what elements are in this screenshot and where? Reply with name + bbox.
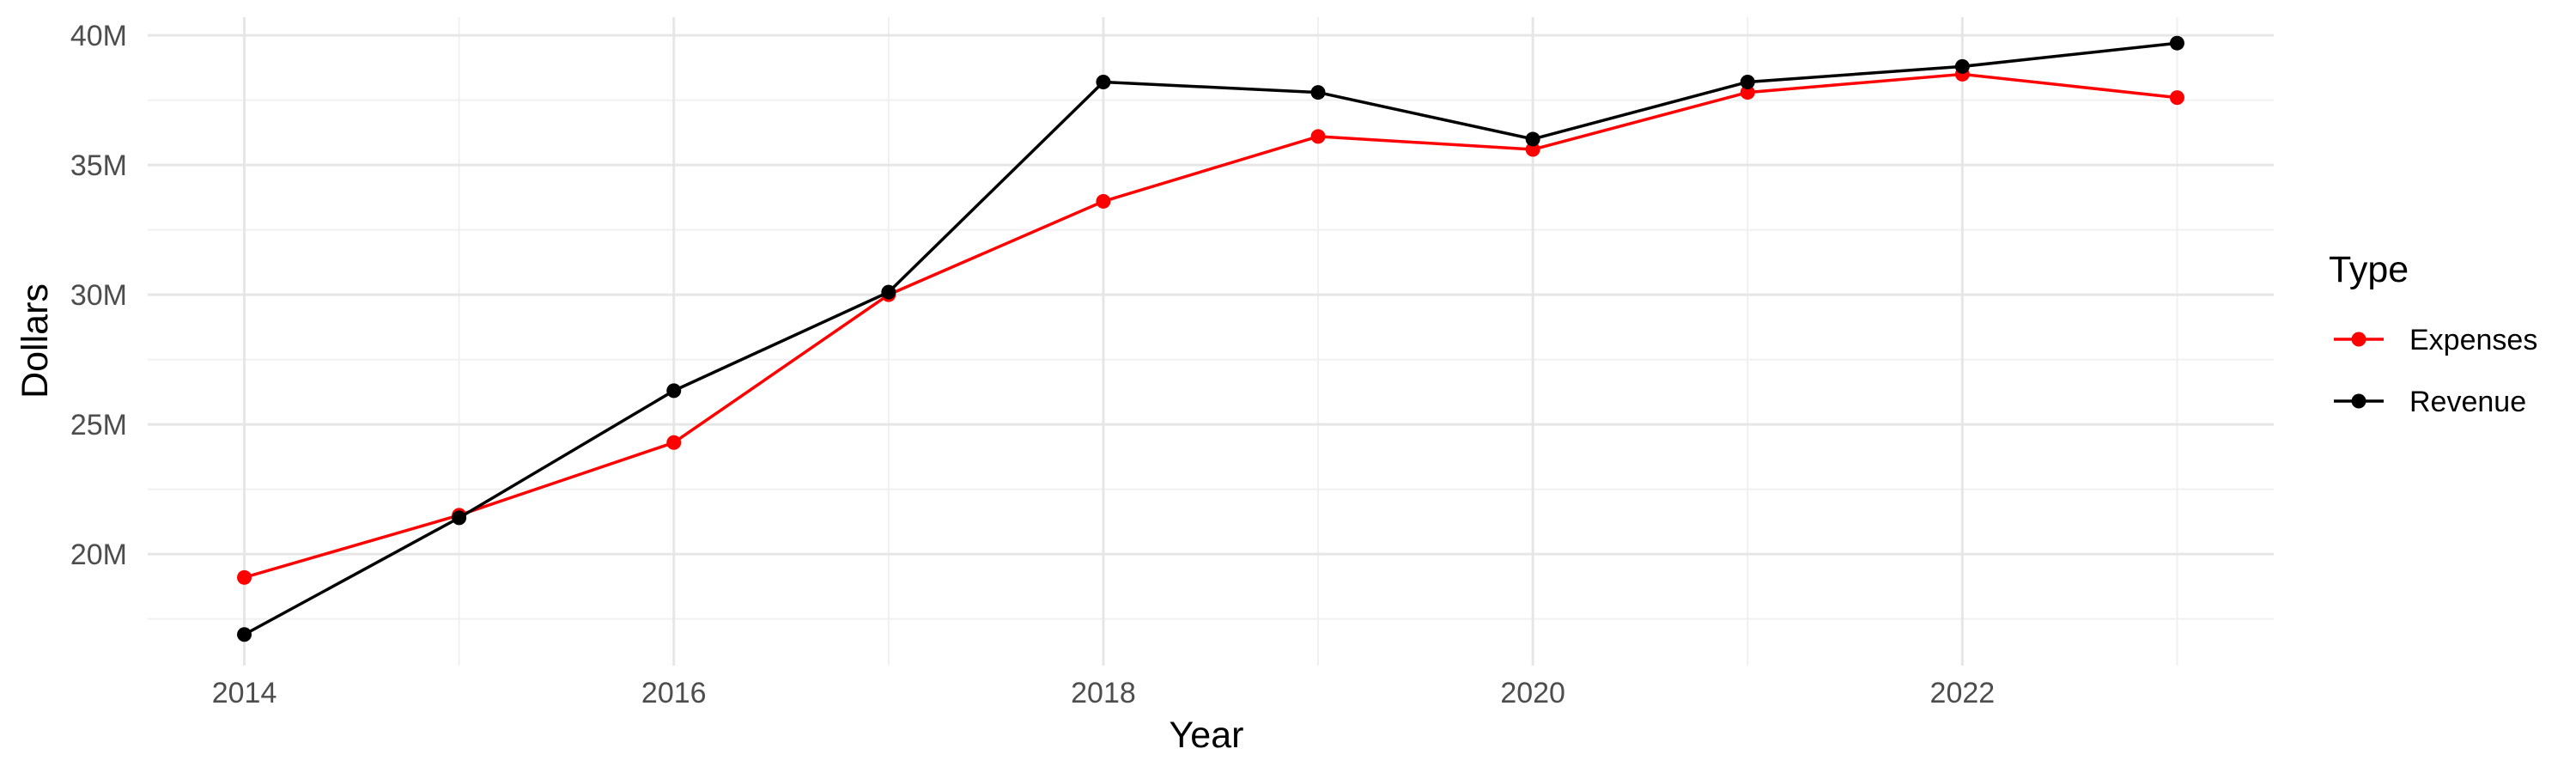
y-tick-label: 35M [70, 149, 127, 182]
data-point-revenue [2169, 35, 2184, 51]
y-tick-label: 40M [70, 20, 127, 52]
data-point-expenses [1740, 85, 1755, 100]
legend-item-revenue: Revenue [2334, 386, 2526, 418]
data-point-revenue [452, 510, 467, 526]
data-point-revenue [666, 383, 682, 399]
data-point-revenue [1740, 75, 1755, 89]
y-axis-title: Dollars [15, 283, 56, 399]
data-point-revenue [1954, 58, 1970, 74]
data-point-expenses [1525, 142, 1540, 157]
series-layer [237, 35, 2184, 642]
data-point-expenses [666, 435, 682, 450]
legend-key-point [2351, 393, 2366, 409]
data-point-expenses [237, 569, 252, 585]
series-line-expenses [244, 72, 2178, 580]
legend-label: Revenue [2409, 386, 2526, 418]
legend-item-expenses: Expenses [2334, 324, 2537, 356]
legend-title: Type [2329, 249, 2409, 290]
data-point-revenue [1310, 85, 1326, 100]
legend-label: Expenses [2409, 324, 2537, 356]
data-point-revenue [1096, 75, 1111, 89]
grid-lines [148, 17, 2274, 666]
data-point-expenses [1096, 193, 1111, 209]
y-tick-label: 25M [70, 409, 127, 441]
y-axis-ticks: 20M 25M 30M 35M 40M [70, 20, 127, 571]
series-line-revenue [243, 41, 2178, 636]
x-axis-title: Year [1170, 715, 1244, 756]
x-axis-ticks: 2014 2016 2018 2020 2022 [212, 677, 1995, 709]
y-tick-label: 20M [70, 539, 127, 571]
x-tick-label: 2016 [641, 677, 707, 709]
data-point-expenses [2169, 90, 2184, 106]
data-point-revenue [237, 627, 252, 642]
x-tick-label: 2014 [212, 677, 277, 709]
data-point-revenue [881, 284, 896, 300]
y-tick-label: 30M [70, 279, 127, 312]
x-tick-label: 2022 [1930, 677, 1996, 709]
legend-key-point [2351, 332, 2366, 347]
x-tick-label: 2018 [1071, 677, 1136, 709]
legend: Type Expenses Revenue [2329, 249, 2537, 418]
data-point-revenue [1525, 131, 1540, 147]
x-tick-label: 2020 [1500, 677, 1565, 709]
data-point-expenses [1310, 129, 1326, 144]
